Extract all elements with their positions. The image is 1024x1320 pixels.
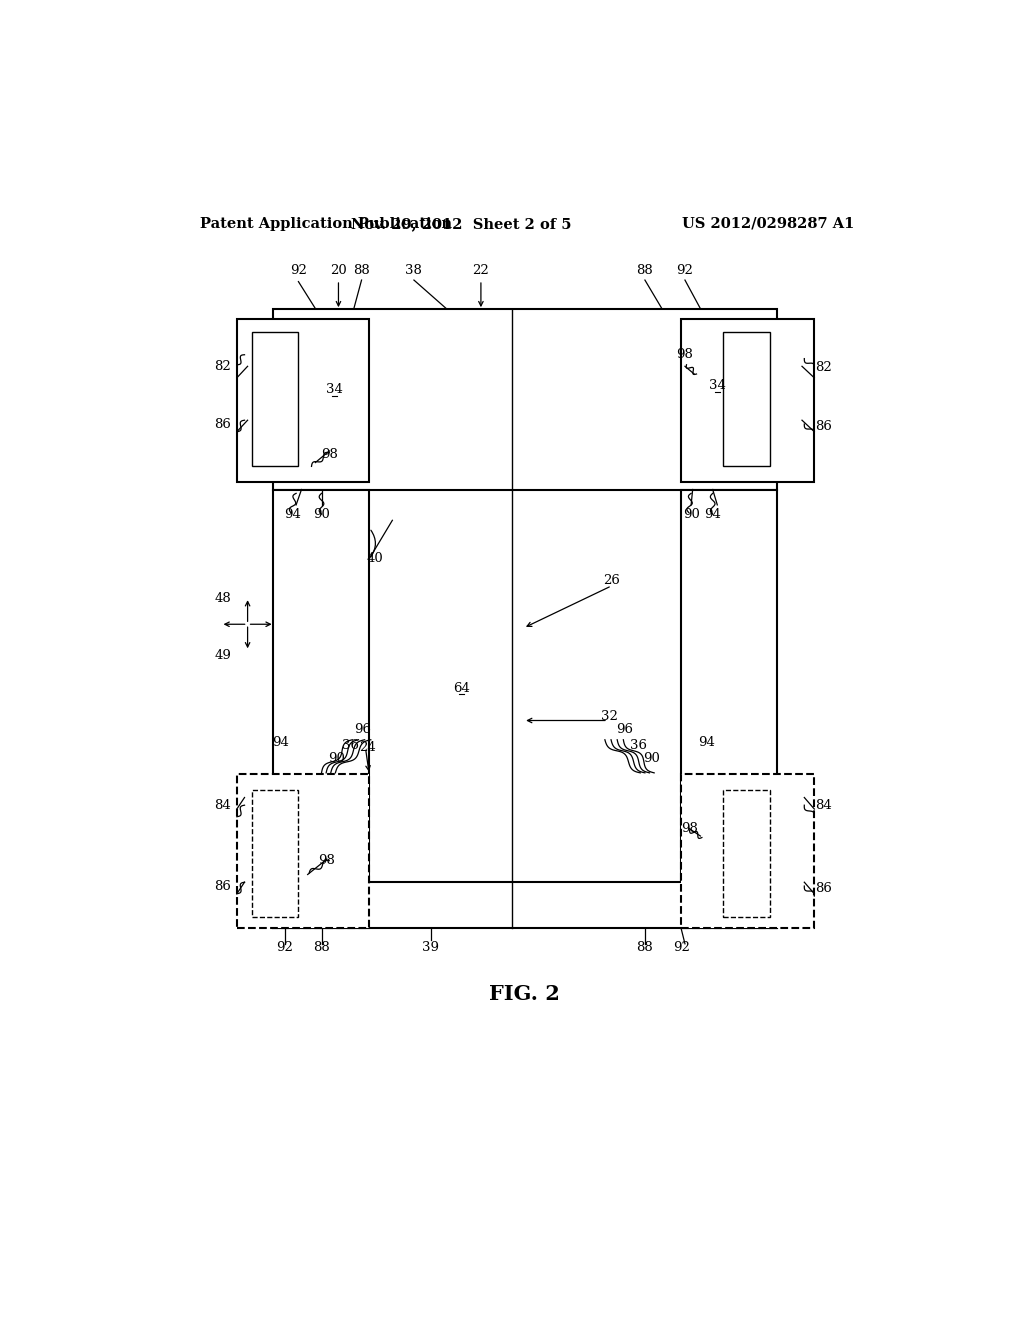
Text: 49: 49	[214, 648, 231, 661]
Text: 88: 88	[313, 941, 330, 954]
Text: 48: 48	[215, 593, 231, 606]
Text: 94: 94	[272, 735, 289, 748]
Text: 82: 82	[815, 362, 831, 375]
Text: 86: 86	[214, 417, 231, 430]
Text: 34: 34	[709, 379, 726, 392]
Text: 90: 90	[329, 752, 345, 766]
Text: 88: 88	[637, 941, 653, 954]
Text: 86: 86	[815, 882, 831, 895]
Text: Patent Application Publication: Patent Application Publication	[200, 216, 452, 231]
Bar	[273, 882, 777, 928]
Text: 24: 24	[359, 741, 376, 754]
Text: 26: 26	[603, 574, 621, 587]
Text: 20: 20	[330, 264, 347, 277]
Text: 84: 84	[815, 799, 831, 812]
Text: 96: 96	[616, 723, 634, 737]
Bar	[681, 775, 814, 928]
Text: 32: 32	[601, 710, 617, 723]
Text: 88: 88	[637, 264, 653, 277]
Text: 36: 36	[342, 739, 358, 751]
Text: 88: 88	[353, 264, 370, 277]
Text: 90: 90	[313, 508, 330, 520]
Text: 22: 22	[472, 264, 489, 277]
Text: 92: 92	[677, 264, 693, 277]
Bar	[724, 331, 770, 466]
Text: 98: 98	[677, 348, 693, 362]
Text: Nov. 29, 2012  Sheet 2 of 5: Nov. 29, 2012 Sheet 2 of 5	[351, 216, 572, 231]
Bar	[681, 490, 777, 928]
Bar	[724, 789, 770, 917]
Text: 94: 94	[698, 735, 715, 748]
Text: 94: 94	[284, 508, 301, 520]
Text: 82: 82	[215, 360, 231, 372]
Text: 92: 92	[673, 941, 689, 954]
Text: 98: 98	[321, 449, 338, 462]
Bar	[273, 309, 777, 490]
Text: 86: 86	[214, 879, 231, 892]
Bar	[237, 775, 370, 928]
Bar	[237, 318, 370, 482]
Text: 96: 96	[354, 723, 372, 737]
Text: 64: 64	[454, 681, 470, 694]
Text: 40: 40	[367, 552, 384, 565]
Text: 36: 36	[630, 739, 647, 751]
Text: FIG. 2: FIG. 2	[489, 983, 560, 1003]
Text: 86: 86	[815, 420, 831, 433]
Bar	[681, 318, 814, 482]
Text: 84: 84	[215, 799, 231, 812]
Text: 98: 98	[318, 854, 335, 867]
Text: 90: 90	[683, 508, 699, 520]
Text: 34: 34	[327, 383, 343, 396]
Text: 92: 92	[290, 264, 307, 277]
Bar	[252, 331, 298, 466]
Text: 39: 39	[422, 941, 439, 954]
Bar	[252, 789, 298, 917]
Text: 90: 90	[643, 752, 659, 766]
Bar	[273, 490, 370, 928]
Text: 92: 92	[276, 941, 293, 954]
Text: 94: 94	[705, 508, 721, 520]
Text: 98: 98	[681, 822, 698, 834]
Text: US 2012/0298287 A1: US 2012/0298287 A1	[682, 216, 854, 231]
Text: 38: 38	[406, 264, 422, 277]
